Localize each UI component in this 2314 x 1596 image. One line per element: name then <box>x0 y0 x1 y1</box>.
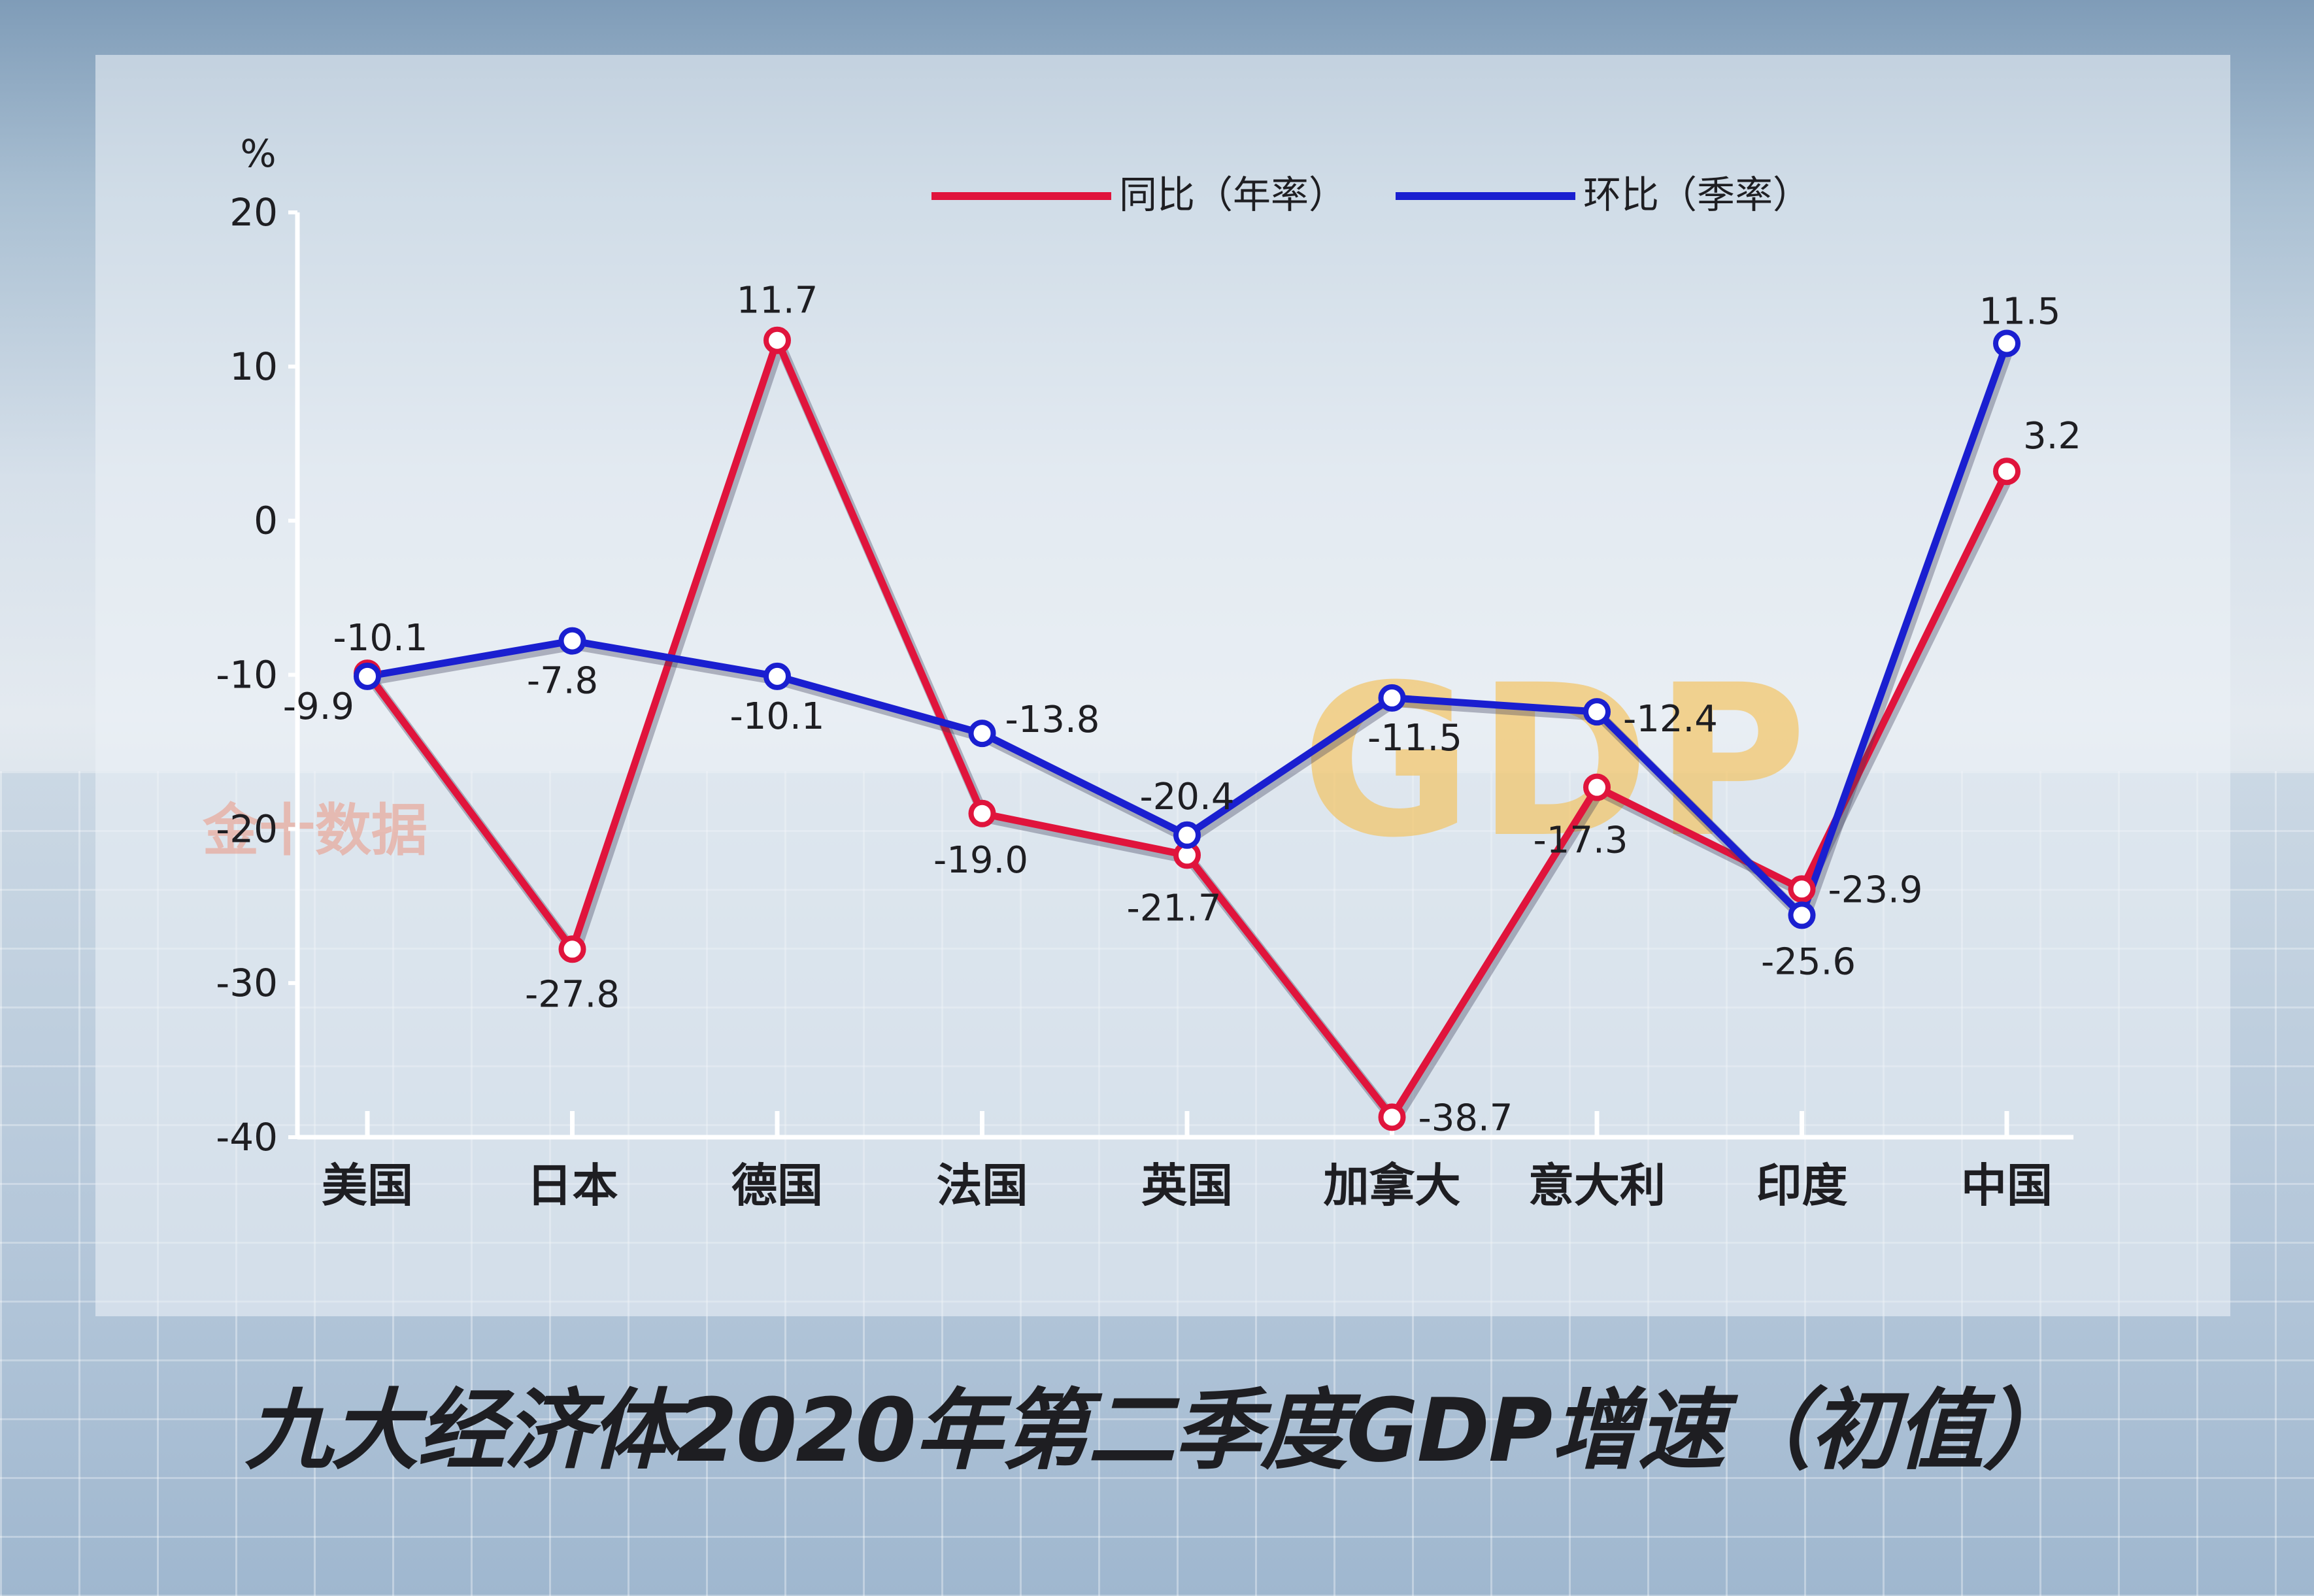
data-label: -27.8 <box>525 973 620 1016</box>
legend-label: 环比（季率） <box>1583 173 1811 217</box>
data-label: 3.2 <box>2023 415 2081 457</box>
watermark-logo: 金十数据 <box>203 798 428 863</box>
x-tick-label: 印度 <box>1756 1159 1848 1212</box>
series-layer <box>354 326 2021 1131</box>
data-point <box>968 799 996 827</box>
chart-panel <box>95 55 2230 1316</box>
data-label: -13.8 <box>1005 699 1100 741</box>
x-tick-label: 意大利 <box>1528 1159 1666 1212</box>
y-tick-label: -20 <box>216 806 278 851</box>
x-tick-label: 日本 <box>527 1159 618 1212</box>
data-point <box>1788 901 1816 929</box>
data-point <box>1993 329 2021 357</box>
data-label: -38.7 <box>1418 1097 1513 1139</box>
data-label: -12.4 <box>1623 698 1718 740</box>
data-point <box>1583 773 1611 801</box>
legend: 同比（年率） 环比（季率） <box>931 173 1811 217</box>
y-tick-label: -10 <box>216 653 278 697</box>
data-label: -17.3 <box>1534 820 1628 862</box>
y-tick-label: 10 <box>229 344 278 389</box>
legend-label: 同比（年率） <box>1119 173 1347 217</box>
data-point <box>558 935 586 963</box>
data-point <box>1993 457 2021 486</box>
data-point <box>354 662 381 690</box>
data-point <box>1583 698 1611 726</box>
data-point <box>1173 821 1201 849</box>
data-label: -21.7 <box>1127 887 1222 929</box>
gdp-decoration: GDP <box>1301 640 1811 884</box>
y-tick-label: 0 <box>254 499 278 543</box>
data-label: -9.9 <box>283 686 354 728</box>
data-label: -23.9 <box>1828 869 1923 911</box>
x-tick-label: 中国 <box>1961 1159 2053 1212</box>
y-tick-label: -40 <box>216 1115 278 1159</box>
data-label: -7.8 <box>527 660 598 703</box>
chart-title: 九大经济体2020年第二季度GDP增速（初值） <box>244 1380 2070 1482</box>
data-point <box>1378 684 1406 712</box>
y-tick-label: -30 <box>216 961 278 1005</box>
x-tick-label: 法国 <box>937 1159 1028 1212</box>
data-point <box>1788 875 1816 903</box>
x-tick-label: 英国 <box>1141 1159 1233 1212</box>
x-tick-label: 加拿大 <box>1324 1159 1461 1212</box>
data-label: -10.1 <box>730 695 825 738</box>
y-tick-label: 20 <box>229 190 278 235</box>
data-label: 11.5 <box>1979 290 2061 333</box>
data-label: 11.7 <box>737 280 818 322</box>
data-label: -20.4 <box>1140 776 1235 818</box>
data-point <box>763 326 791 354</box>
axes: % 20 10 0 -10 -20 -30 -40 美国 日本 德国 法国 英国 加拿大 意大利 印度 中国 <box>216 131 2073 1212</box>
data-label: -11.5 <box>1367 717 1462 759</box>
x-tick-label: 德国 <box>731 1159 823 1212</box>
data-point <box>558 627 586 655</box>
x-tick-label: 美国 <box>322 1159 413 1212</box>
data-point <box>1378 1103 1406 1131</box>
data-label: -25.6 <box>1761 940 1856 983</box>
data-label: -10.1 <box>333 617 428 659</box>
y-axis-unit: % <box>240 131 276 176</box>
data-point <box>763 662 791 690</box>
labels-layer: -9.9 -27.8 11.7 -19.0 -21.7 -38.7 -17.3 -23.9 3.… <box>283 280 2081 1140</box>
data-label: -19.0 <box>933 839 1028 882</box>
data-point <box>968 720 996 748</box>
